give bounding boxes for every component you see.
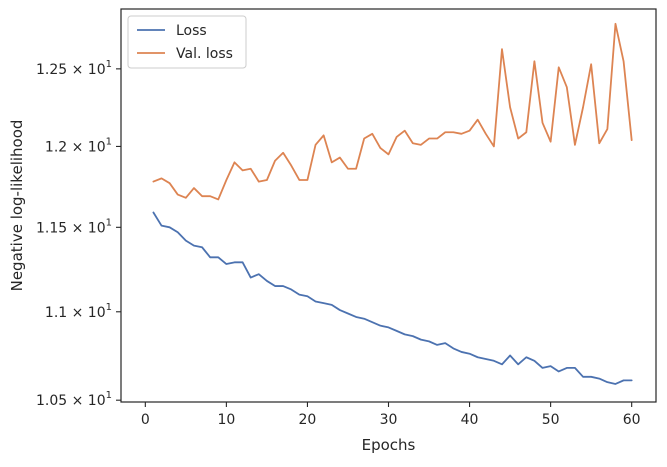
plot-area (121, 9, 656, 402)
x-tick-label: 50 (542, 412, 560, 428)
y-tick-label: 1.2 × 101 (45, 136, 112, 155)
x-tick-label: 30 (380, 412, 398, 428)
x-axis-label: Epochs (362, 436, 416, 454)
y-tick-label: 1.25 × 101 (36, 59, 112, 78)
x-tick-label: 20 (299, 412, 317, 428)
series-line-val-loss (152, 22, 633, 201)
x-tick-label: 0 (141, 412, 150, 428)
x-tick-label: 40 (461, 412, 479, 428)
legend-label-loss: Loss (176, 23, 207, 39)
y-axis-label: Negative log-likelihood (8, 120, 26, 292)
y-tick-label: 1.05 × 101 (36, 390, 112, 409)
y-tick-label: 1.1 × 101 (45, 302, 112, 321)
legend-box (127, 15, 247, 69)
legend: Loss Val. loss (127, 15, 247, 69)
series-layer (152, 22, 633, 385)
x-tick-label: 10 (217, 412, 235, 428)
legend-label-val-loss: Val. loss (176, 46, 233, 62)
plot-frame (120, 8, 657, 403)
x-tick-label: 60 (623, 412, 641, 428)
y-tick-label: 1.15 × 101 (36, 217, 112, 236)
ticks-layer: 0 10 20 30 40 50 60 1.05 × 101 1.1 × 101 1.15 × 1… (36, 59, 641, 428)
series-line-loss (152, 211, 633, 385)
